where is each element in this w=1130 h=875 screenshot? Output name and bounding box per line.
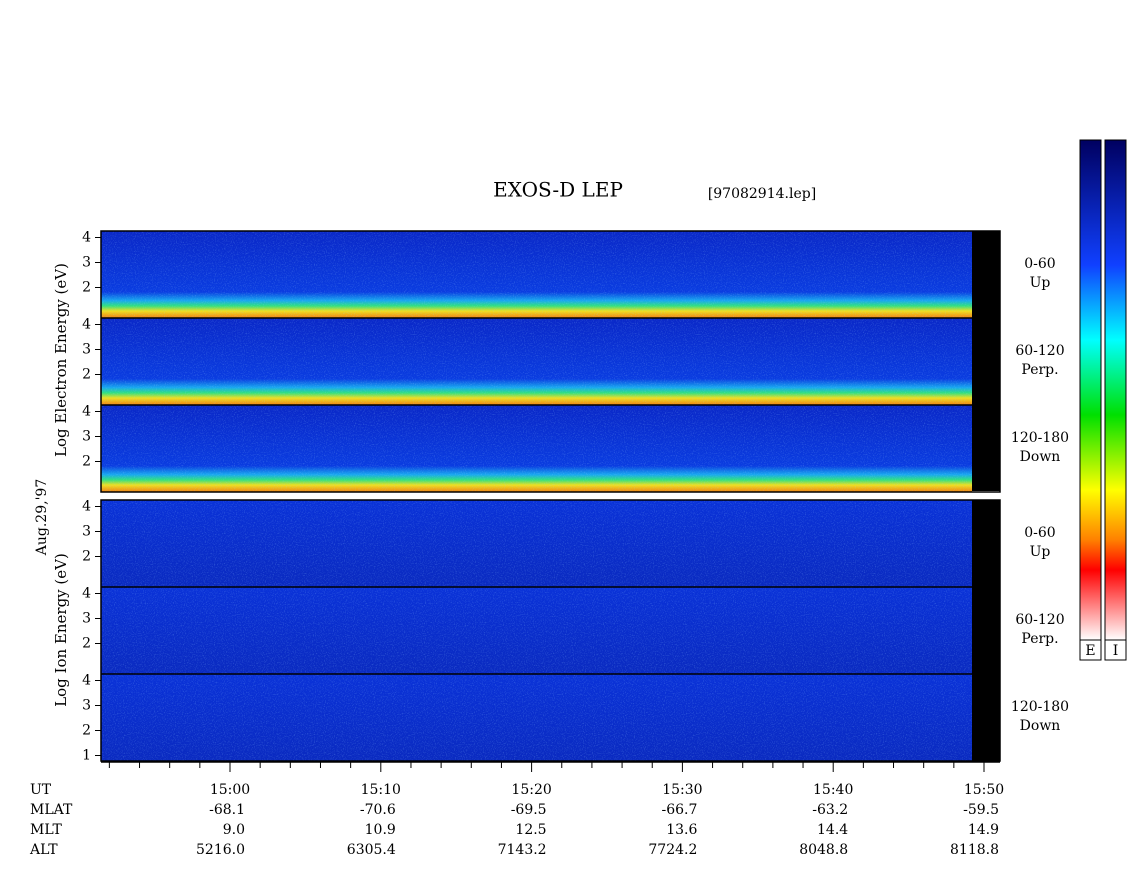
y-tick-label: 3 [82, 342, 91, 358]
direction-label: Down [1020, 718, 1061, 734]
row-value: 15:00 [210, 782, 250, 798]
colorbar-label-box [1079, 639, 1102, 661]
row-value: -59.5 [963, 802, 999, 818]
row-value: -69.5 [511, 802, 547, 818]
spectrogram-noise [101, 500, 972, 587]
angle-label: 60-120 [1015, 343, 1064, 359]
row-value: 7143.2 [498, 842, 547, 858]
angle-label: 0-60 [1024, 256, 1055, 272]
angle-label: 120-180 [1011, 430, 1069, 446]
spectrogram-noise [101, 318, 972, 405]
y-tick-label: 3 [82, 611, 91, 627]
row-value: -70.6 [360, 802, 396, 818]
date: Aug.29,'97 [34, 479, 50, 556]
row-value: 12.5 [515, 822, 546, 838]
no-data-strip [972, 231, 1000, 491]
direction-label: Up [1030, 275, 1051, 291]
row-value: 8118.8 [950, 842, 999, 858]
direction-label: Up [1030, 544, 1051, 560]
direction-label: Perp. [1021, 631, 1058, 647]
y-tick-label: 2 [82, 723, 91, 739]
row-value: 15:10 [361, 782, 401, 798]
title: EXOS-D LEP [493, 178, 623, 202]
spectrogram-noise [101, 231, 972, 318]
y-tick-label: 1 [82, 748, 91, 764]
row-value: 15:20 [511, 782, 551, 798]
row-value: 14.9 [968, 822, 999, 838]
y-tick-label: 2 [82, 454, 91, 470]
y-tick-label: 2 [82, 280, 91, 296]
colorbar-label-box [1104, 639, 1127, 661]
row-value: 14.4 [817, 822, 848, 838]
colorbar [1104, 139, 1127, 641]
spectrogram-noise [101, 674, 972, 761]
y-tick-label: 3 [82, 429, 91, 445]
no-data-strip [972, 500, 1000, 762]
panel-frame [100, 230, 1001, 493]
row-value: 8048.8 [799, 842, 848, 858]
row-value: 10.9 [365, 822, 396, 838]
row-value: 15:30 [662, 782, 702, 798]
y-tick-label: 2 [82, 367, 91, 383]
spectrogram-noise [101, 587, 972, 674]
y-tick-label: 3 [82, 524, 91, 540]
file-name: [97082914.lep] [708, 186, 816, 202]
y-tick-label: 4 [82, 673, 91, 689]
row-value: -66.7 [661, 802, 697, 818]
row-value: -63.2 [812, 802, 848, 818]
row-value: 13.6 [666, 822, 697, 838]
y-tick-label: 2 [82, 636, 91, 652]
colorbar-label: E [1085, 643, 1095, 659]
ion-axis-label: Log Ion Energy (eV) [52, 553, 70, 707]
panel-frame [100, 499, 1001, 762]
row-name: ALT [29, 842, 58, 858]
angle-label: 60-120 [1015, 612, 1064, 628]
y-tick-label: 4 [82, 404, 91, 420]
colorbar-label: I [1113, 643, 1119, 659]
y-tick-label: 4 [82, 230, 91, 246]
row-name: UT [30, 782, 52, 798]
y-tick-label: 3 [82, 698, 91, 714]
colorbar [1079, 139, 1102, 641]
row-value: 15:50 [964, 782, 1004, 798]
y-tick-label: 2 [82, 549, 91, 565]
row-value: 7724.2 [648, 842, 697, 858]
angle-label: 120-180 [1011, 699, 1069, 715]
y-tick-label: 4 [82, 586, 91, 602]
y-tick-label: 4 [82, 499, 91, 515]
direction-label: Down [1020, 449, 1061, 465]
row-value: 9.0 [223, 822, 245, 838]
y-tick-label: 4 [82, 317, 91, 333]
electron-axis-label: Log Electron Energy (eV) [52, 263, 70, 457]
angle-label: 0-60 [1024, 525, 1055, 541]
row-value: 6305.4 [347, 842, 396, 858]
row-value: 5216.0 [196, 842, 245, 858]
row-value: -68.1 [209, 802, 245, 818]
row-value: 15:40 [813, 782, 853, 798]
row-name: MLAT [30, 802, 73, 818]
direction-label: Perp. [1021, 362, 1058, 378]
spectrogram-noise [101, 405, 972, 492]
y-tick-label: 3 [82, 255, 91, 271]
row-name: MLT [30, 822, 62, 838]
